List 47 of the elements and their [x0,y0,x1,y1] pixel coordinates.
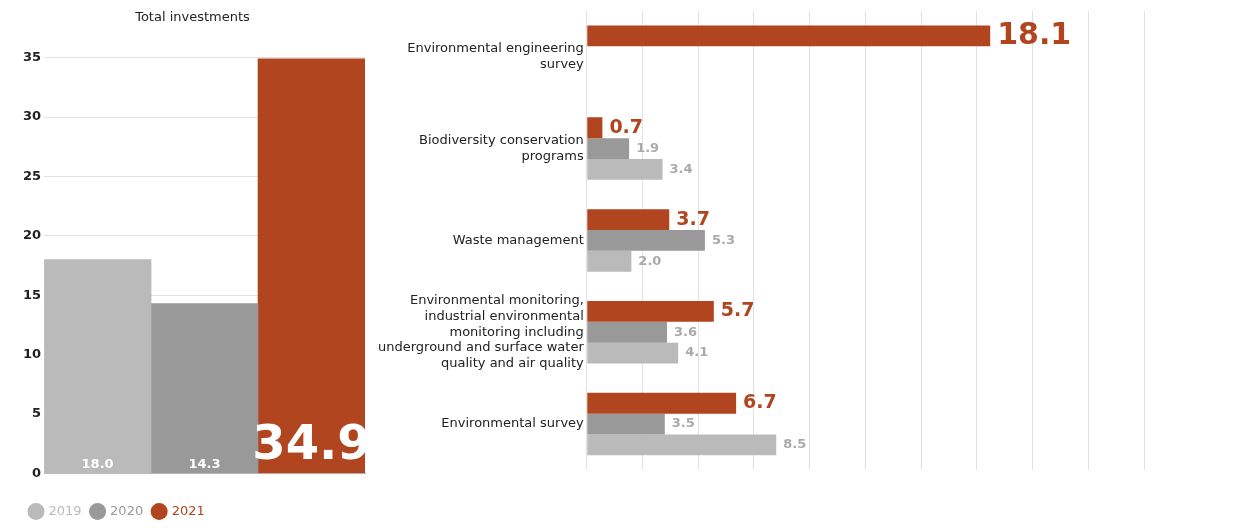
bar [587,413,665,435]
data-label: 18.1 [997,15,1072,51]
legend-label: 2019 [48,502,82,518]
data-label: 34.9 [252,414,371,471]
bar [587,117,603,139]
data-label: 3.5 [671,415,695,431]
bar [587,158,663,180]
y-tick-label: Waste management [452,231,584,247]
bar [257,58,365,474]
y-tick-label: 10 [23,345,42,361]
bar [587,342,679,364]
y-tick-label: 30 [23,108,42,124]
bar [587,229,705,251]
bar [587,434,777,456]
y-tick-label: 25 [23,167,42,183]
data-label: 3.6 [674,323,698,339]
y-tick-label: 0 [32,464,42,480]
y-tick-label: Biodiversity conservation programs [419,132,584,163]
bar [587,138,630,159]
chart-title: Total investments [134,9,251,25]
bar [587,392,737,414]
y-tick-label: Environmental monitoring, industrial environmental monitoring including underground and surface water quality and air quality [378,292,585,370]
y-tick-label: 35 [23,48,42,64]
legend-label: 2020 [110,502,144,518]
data-label: 1.9 [636,139,660,155]
y-tick-label: 20 [23,227,42,243]
data-label: 4.1 [685,344,709,360]
y-tick-label: 5 [32,405,42,421]
data-label: 5.3 [711,231,735,247]
data-label: 0.7 [609,114,644,137]
legend-label: 2021 [171,502,205,518]
bar [587,321,668,343]
data-label: 18.0 [81,455,114,471]
data-label: 5.7 [720,298,755,321]
bar [587,209,670,230]
data-label: 2.0 [638,252,662,268]
bar [587,25,991,47]
y-tick-label: 15 [23,286,42,302]
bar [587,301,714,322]
data-label: 14.3 [188,455,221,471]
data-label: 8.5 [783,436,807,452]
data-label: 6.7 [743,390,777,413]
data-label: 3.7 [676,206,710,229]
y-tick-label: Environmental engineering survey [407,40,585,71]
data-label: 3.4 [669,160,693,176]
bar [587,250,632,272]
y-tick-label: Environmental survey [441,415,585,431]
